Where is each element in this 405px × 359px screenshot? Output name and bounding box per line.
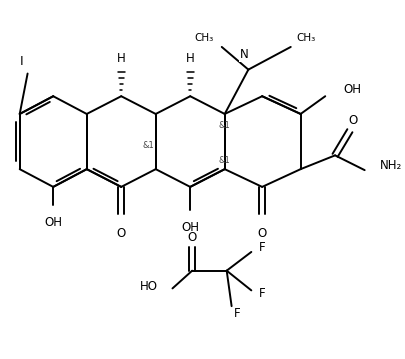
Text: &1: &1 [219, 121, 230, 130]
Text: O: O [348, 115, 358, 127]
Text: &1: &1 [219, 156, 230, 165]
Text: F: F [259, 287, 266, 300]
Text: &1: &1 [143, 141, 155, 150]
Text: N: N [240, 48, 249, 61]
Text: O: O [258, 227, 267, 240]
Text: O: O [117, 227, 126, 240]
Text: NH₂: NH₂ [379, 159, 402, 172]
Text: F: F [259, 241, 266, 253]
Text: CH₃: CH₃ [194, 33, 214, 43]
Text: OH: OH [44, 216, 62, 229]
Text: OH: OH [181, 222, 199, 234]
Text: F: F [234, 307, 240, 320]
Text: CH₃: CH₃ [296, 33, 315, 43]
Text: OH: OH [343, 83, 361, 96]
Text: H: H [117, 52, 126, 65]
Text: O: O [188, 230, 197, 244]
Text: HO: HO [140, 280, 158, 293]
Text: H: H [186, 52, 194, 65]
Text: I: I [20, 55, 23, 68]
